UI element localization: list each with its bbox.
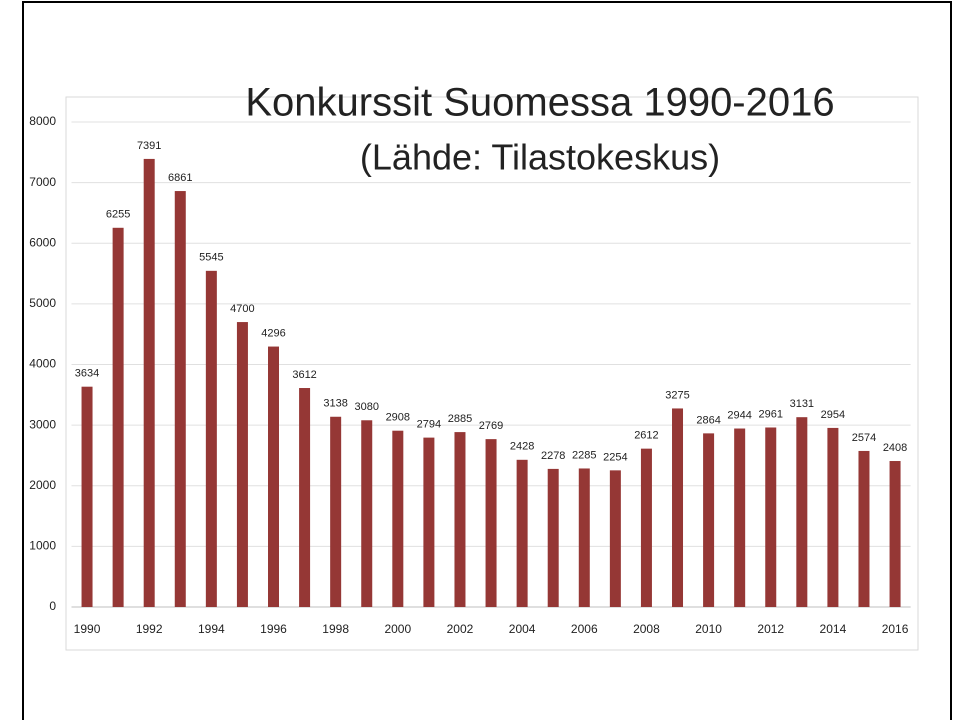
x-tick-label: 1992: [136, 622, 163, 636]
x-tick-label: 2008: [633, 622, 660, 636]
bar: [827, 427, 839, 607]
value-label: 2254: [603, 451, 627, 463]
y-tick-label: 7000: [29, 175, 56, 189]
x-tick-label: 2016: [882, 622, 909, 636]
chart-frame: [65, 96, 919, 651]
x-tick-label: 2006: [571, 622, 598, 636]
value-label: 4296: [261, 327, 285, 339]
value-label: 2574: [852, 432, 876, 444]
bar: [268, 346, 280, 607]
value-label: 2864: [696, 414, 720, 426]
bar: [765, 427, 777, 607]
bar: [454, 432, 466, 607]
bar: [81, 386, 93, 607]
value-label: 2908: [386, 412, 410, 424]
bar: [174, 191, 186, 607]
x-tick-label: 2000: [384, 622, 411, 636]
value-label: 2944: [727, 409, 751, 421]
bar: [392, 430, 404, 607]
y-tick-label: 4000: [29, 357, 56, 371]
x-tick-label: 2010: [695, 622, 722, 636]
value-label: 6255: [106, 209, 130, 221]
chart-title: Konkurssit Suomessa 1990-2016: [245, 81, 834, 125]
x-tick-label: 1996: [260, 622, 287, 636]
value-label: 3612: [292, 369, 316, 381]
x-tick-label: 1998: [322, 622, 349, 636]
x-tick-label: 2002: [447, 622, 474, 636]
x-tick-label: 2014: [820, 622, 847, 636]
value-label: 2954: [821, 409, 845, 421]
value-label: 7391: [137, 140, 161, 152]
bar: [299, 388, 311, 607]
value-label: 2278: [541, 450, 565, 462]
bar: [796, 417, 808, 607]
value-label: 2428: [510, 441, 534, 453]
value-label: 2285: [572, 449, 596, 461]
bar: [858, 450, 870, 607]
value-label: 3080: [354, 401, 378, 413]
bar: [672, 408, 684, 607]
bar: [578, 468, 590, 607]
x-tick-label: 2004: [509, 622, 536, 636]
bar: [236, 322, 248, 607]
chart-subtitle: (Lähde: Tilastokeskus): [360, 137, 720, 178]
bar: [609, 470, 621, 607]
bar: [423, 437, 435, 607]
bar: [205, 270, 217, 607]
bar: [330, 416, 342, 607]
bar: [640, 448, 652, 607]
bar: [516, 459, 528, 607]
value-label: 5545: [199, 252, 223, 264]
y-tick-label: 8000: [29, 114, 56, 128]
value-label: 3138: [323, 398, 347, 410]
y-tick-label: 0: [49, 599, 56, 613]
x-tick-label: 1994: [198, 622, 225, 636]
value-label: 2769: [479, 420, 503, 432]
value-label: 3131: [790, 398, 814, 410]
value-label: 2408: [883, 442, 907, 454]
bar: [734, 428, 746, 607]
bar: [703, 433, 715, 607]
y-tick-label: 2000: [29, 478, 56, 492]
y-tick-label: 6000: [29, 235, 56, 249]
value-label: 4700: [230, 303, 254, 315]
bar: [889, 461, 901, 607]
value-label: 3634: [75, 368, 99, 380]
value-label: 3275: [665, 389, 689, 401]
value-label: 2885: [448, 413, 472, 425]
value-label: 2794: [417, 419, 441, 431]
bar: [485, 439, 497, 607]
x-tick-label: 1990: [74, 622, 101, 636]
y-tick-label: 3000: [29, 417, 56, 431]
slide-frame: [22, 1, 952, 720]
bar: [112, 227, 124, 607]
y-tick-label: 5000: [29, 296, 56, 310]
value-label: 2961: [759, 408, 783, 420]
bar: [547, 468, 559, 607]
bar: [361, 420, 373, 607]
value-label: 6861: [168, 172, 192, 184]
value-label: 2612: [634, 430, 658, 442]
x-tick-label: 2012: [757, 622, 784, 636]
y-tick-label: 1000: [29, 539, 56, 553]
bar: [143, 158, 155, 607]
